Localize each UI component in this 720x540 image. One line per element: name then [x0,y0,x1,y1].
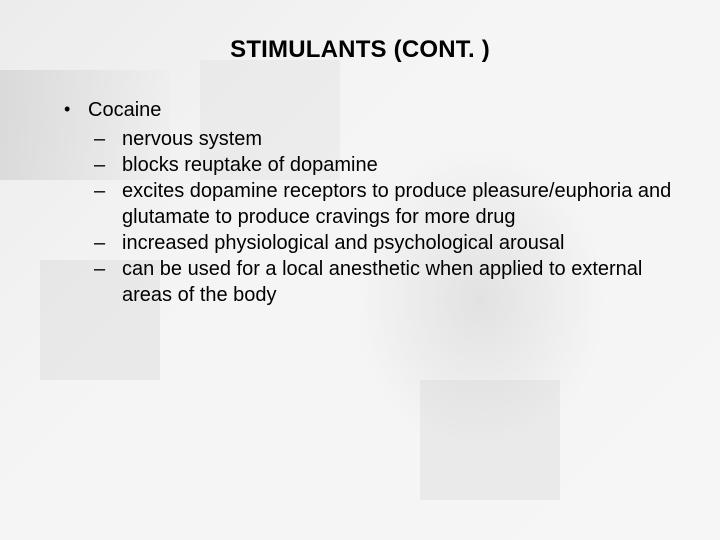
slide-title: STIMULANTS (CONT. ) [48,36,672,64]
sub-list-item: blocks reuptake of dopamine [88,152,672,178]
sub-bullet-list: nervous system blocks reuptake of dopami… [88,126,672,308]
sub-list-item: nervous system [88,126,672,152]
sub-list-item-label: increased physiological and psychologica… [122,232,565,254]
bullet-list: Cocaine nervous system blocks reuptake o… [48,98,672,308]
sub-list-item-label: excites dopamine receptors to produce pl… [122,180,671,228]
sub-list-item: excites dopamine receptors to produce pl… [88,178,672,230]
sub-list-item-label: can be used for a local anesthetic when … [122,258,642,306]
list-item-label: Cocaine [88,99,161,121]
list-item: Cocaine nervous system blocks reuptake o… [60,98,672,308]
sub-list-item-label: blocks reuptake of dopamine [122,154,378,176]
sub-list-item: can be used for a local anesthetic when … [88,256,672,308]
slide: STIMULANTS (CONT. ) Cocaine nervous syst… [0,0,720,540]
sub-list-item: increased physiological and psychologica… [88,230,672,256]
sub-list-item-label: nervous system [122,128,262,150]
